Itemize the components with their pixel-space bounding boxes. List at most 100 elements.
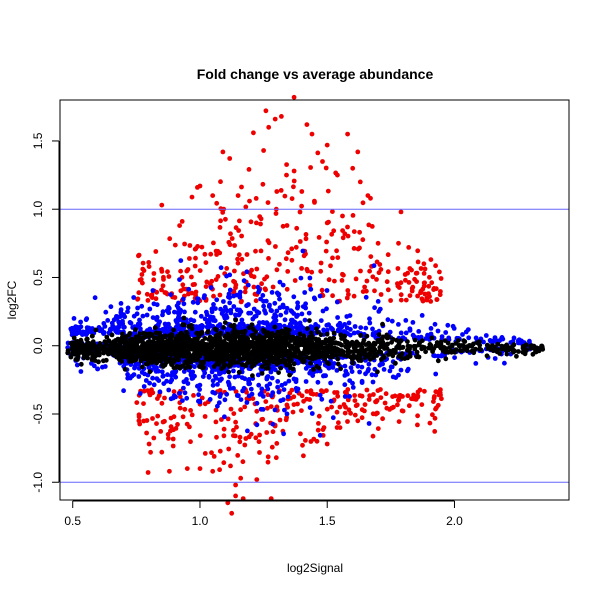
data-point-blue xyxy=(390,374,396,380)
data-point-red xyxy=(340,235,346,241)
data-point-black xyxy=(236,351,242,357)
data-point-red xyxy=(211,240,216,246)
data-point-blue xyxy=(245,428,250,434)
data-point-black xyxy=(308,360,313,366)
data-point-red xyxy=(406,245,412,250)
data-point-blue xyxy=(375,299,381,304)
data-point-blue xyxy=(224,391,230,397)
data-point-blue xyxy=(317,432,323,438)
y-tick-label: -1.0 xyxy=(31,472,45,493)
data-point-black xyxy=(81,344,87,350)
data-point-black xyxy=(452,349,458,355)
data-point-red xyxy=(415,422,420,428)
data-point-red xyxy=(251,284,257,290)
data-point-black xyxy=(260,351,266,357)
data-point-red xyxy=(406,280,412,285)
data-point-black xyxy=(213,350,219,355)
data-point-red xyxy=(265,238,271,244)
data-point-red xyxy=(167,236,173,242)
data-point-black xyxy=(280,353,285,359)
data-point-black xyxy=(65,350,71,356)
data-point-red xyxy=(330,293,335,299)
data-point-black xyxy=(328,354,333,360)
data-point-blue xyxy=(278,312,284,318)
data-point-black xyxy=(478,347,484,353)
data-point-blue xyxy=(502,360,507,366)
data-point-black xyxy=(88,344,93,349)
data-point-black xyxy=(171,356,177,362)
data-point-red xyxy=(362,284,367,290)
data-point-red xyxy=(299,393,305,399)
data-point-black xyxy=(397,352,403,358)
data-point-blue xyxy=(348,327,353,332)
data-point-blue xyxy=(350,385,356,390)
data-point-red xyxy=(274,189,280,194)
data-point-red xyxy=(415,389,421,395)
data-point-black xyxy=(171,327,176,333)
data-point-red xyxy=(433,263,438,269)
data-point-blue xyxy=(303,301,308,307)
data-point-red xyxy=(324,441,330,447)
data-point-black xyxy=(500,345,505,351)
data-point-blue xyxy=(131,295,137,300)
data-point-red xyxy=(301,453,306,459)
data-point-red xyxy=(370,433,376,439)
data-point-blue xyxy=(117,314,123,319)
data-point-red xyxy=(159,449,165,455)
data-point-red xyxy=(378,292,384,297)
data-point-red xyxy=(224,266,230,271)
data-point-blue xyxy=(269,393,274,398)
data-point-black xyxy=(441,345,447,350)
data-point-blue xyxy=(222,397,228,403)
data-point-black xyxy=(307,318,312,323)
data-point-red xyxy=(378,387,383,392)
data-point-blue xyxy=(177,277,182,282)
data-point-black xyxy=(212,326,218,332)
data-point-red xyxy=(364,278,370,284)
data-point-red xyxy=(415,248,421,254)
data-point-blue xyxy=(367,316,372,322)
data-point-red xyxy=(235,256,241,262)
data-point-red xyxy=(334,409,340,415)
data-point-red xyxy=(330,209,335,215)
data-point-blue xyxy=(83,317,89,323)
data-point-black xyxy=(200,344,205,350)
data-point-red xyxy=(335,393,341,399)
data-point-red xyxy=(211,454,217,459)
data-point-black xyxy=(103,357,109,363)
data-point-red xyxy=(297,209,303,215)
data-point-blue xyxy=(473,335,479,341)
data-point-black xyxy=(366,346,372,351)
data-point-red xyxy=(355,149,361,155)
data-point-black xyxy=(288,338,294,343)
data-point-blue xyxy=(78,319,83,325)
data-point-red xyxy=(374,259,380,265)
data-point-blue xyxy=(100,329,106,335)
data-point-black xyxy=(186,337,191,343)
data-point-blue xyxy=(359,380,365,385)
data-point-red xyxy=(146,264,152,269)
data-point-black xyxy=(219,366,224,371)
data-point-blue xyxy=(389,318,395,324)
data-point-red xyxy=(242,442,248,448)
data-point-blue xyxy=(241,278,247,284)
data-point-blue xyxy=(313,322,318,327)
data-point-black xyxy=(222,362,228,367)
data-point-black xyxy=(230,330,236,335)
data-point-blue xyxy=(105,318,111,323)
data-point-blue xyxy=(284,411,290,417)
data-point-red xyxy=(335,255,341,260)
data-point-blue xyxy=(275,379,281,384)
data-point-blue xyxy=(387,368,393,374)
data-point-blue xyxy=(181,385,186,391)
data-point-red xyxy=(324,406,330,412)
data-point-red xyxy=(253,196,259,201)
data-point-black xyxy=(358,333,364,338)
data-point-black xyxy=(188,323,194,328)
data-point-blue xyxy=(91,363,97,369)
data-point-blue xyxy=(210,306,215,312)
data-point-red xyxy=(146,441,152,447)
data-point-red xyxy=(213,419,219,425)
data-point-blue xyxy=(112,325,118,331)
data-point-black xyxy=(185,355,190,360)
